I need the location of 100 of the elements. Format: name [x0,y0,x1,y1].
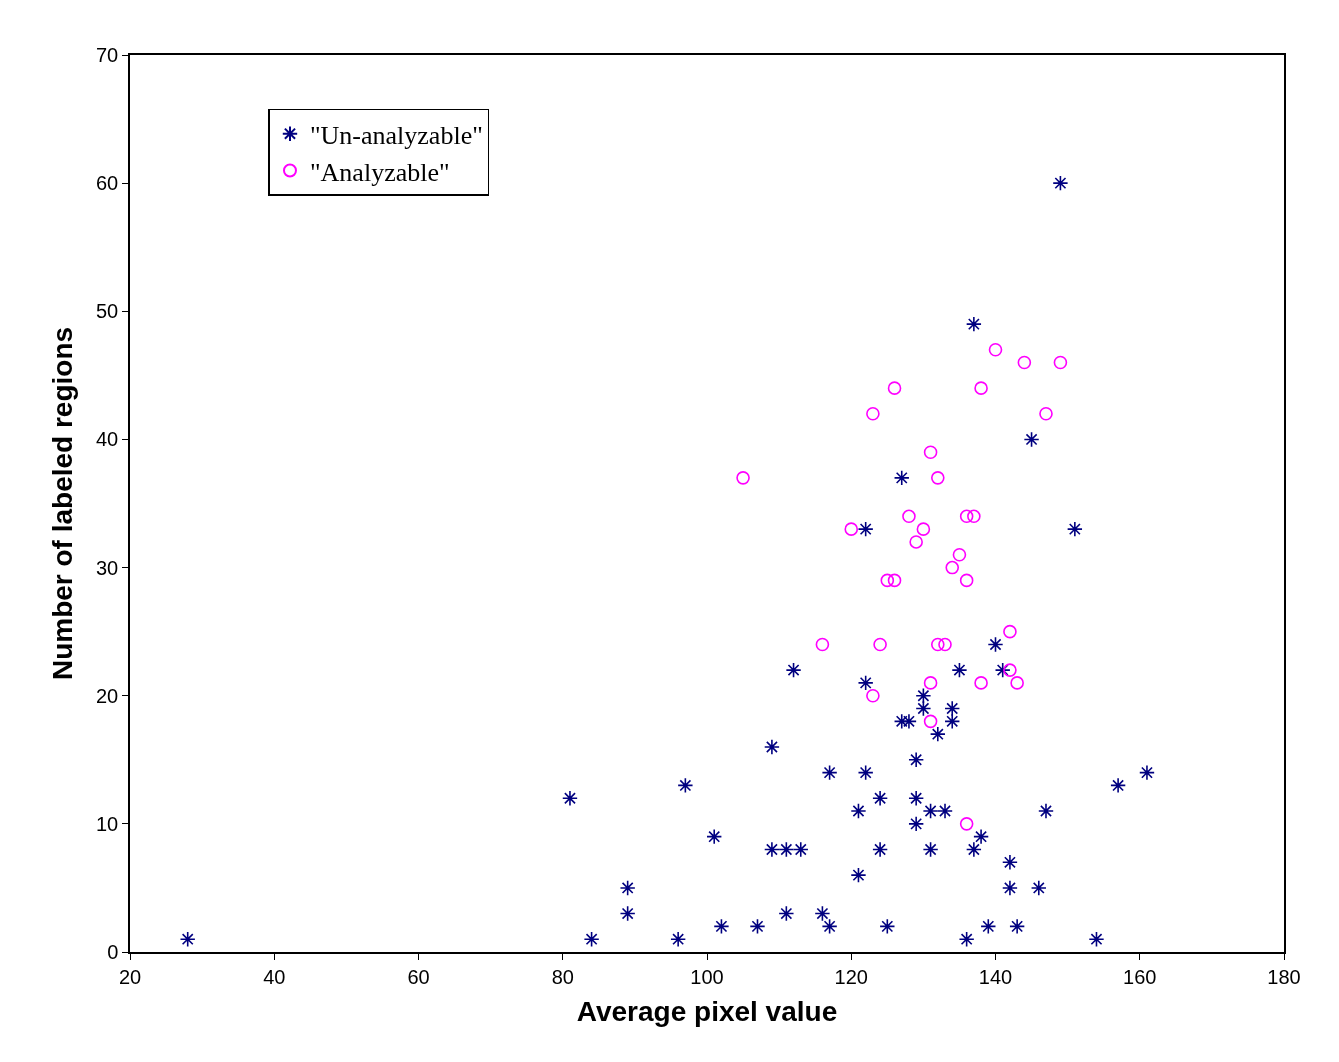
y-tick-label: 20 [96,684,119,707]
y-tick-label: 50 [96,300,119,323]
y-tick-label: 0 [107,941,119,963]
point [951,662,968,679]
point [706,828,723,845]
point [1066,521,1083,538]
x-tick-label: 60 [407,965,430,988]
legend-label: "Analyzable" [309,157,450,187]
point [1003,663,1017,677]
point [1009,918,1026,935]
point [937,803,954,820]
x-tick-label: 120 [834,965,868,988]
point [1001,879,1018,896]
point [561,790,578,807]
x-tick-label: 140 [978,965,1013,988]
legend-label: "Un-analyzable" [309,120,483,150]
point [866,407,880,421]
point [763,841,780,858]
point [923,676,938,690]
point [619,879,636,896]
point [1088,931,1105,948]
point [778,841,795,858]
point [931,471,945,485]
point [908,790,925,807]
point [1017,355,1032,370]
point [944,700,961,717]
point [959,817,974,831]
point [893,469,910,486]
point [872,841,889,858]
x-axis-title: Average pixel value [576,996,838,1028]
point [980,918,997,935]
point [1052,175,1069,192]
point [915,700,932,717]
point [179,931,196,948]
y-tick-label: 60 [96,172,119,195]
x-tick-label: 20 [118,965,142,988]
point [670,931,687,948]
point [916,522,931,536]
x-tick-label: 160 [1123,965,1157,988]
point [619,905,636,922]
point [1030,879,1047,896]
x-tick-label: 100 [690,965,724,988]
point [988,342,1003,357]
point [974,381,988,395]
point [872,790,889,807]
point [1010,676,1024,690]
point [902,509,916,524]
point [815,637,830,652]
point [958,931,975,948]
point [922,841,939,858]
point [857,674,874,691]
point [931,637,945,652]
point [959,573,974,588]
point [583,931,600,948]
point [1138,764,1155,781]
point [850,867,867,884]
y-tick-label: 30 [96,556,119,579]
point [915,687,932,704]
point [1053,355,1068,370]
point [908,751,925,768]
point [778,905,795,922]
point [1110,777,1127,794]
point [959,509,974,524]
point [974,676,988,690]
point [965,316,982,333]
point [763,738,780,755]
point [938,637,952,652]
point [887,573,902,588]
point [821,764,838,781]
point [880,573,895,588]
point [929,726,946,743]
point [923,445,938,460]
point [994,662,1011,679]
point [965,841,982,858]
point [857,521,874,538]
x-tick-label: 180 [1267,965,1301,988]
point [749,918,766,935]
y-tick-label: 40 [96,428,119,451]
point [736,471,750,485]
point [923,714,938,729]
x-tick-label: 40 [263,965,286,988]
point [821,918,838,935]
point [973,828,990,845]
y-tick-label: 10 [96,812,119,835]
point [677,777,694,794]
point [967,509,981,524]
x-tick-label: 80 [551,965,574,988]
point [909,535,923,549]
point [1003,624,1017,639]
point [1001,854,1018,871]
point [850,803,867,820]
point [873,637,887,652]
point [844,522,859,536]
point [879,918,896,935]
point [857,764,874,781]
point [1023,431,1040,448]
point [887,381,902,395]
point [866,688,880,703]
point [1037,803,1054,820]
point [792,841,809,858]
